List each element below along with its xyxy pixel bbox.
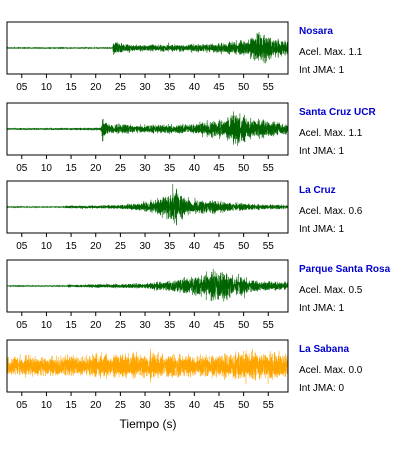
x-tick-label-30: 30 [139,82,151,93]
x-tick-label-55: 55 [263,82,275,93]
x-tick-label-30: 30 [139,163,151,174]
x-tick-label-55: 55 [263,320,275,331]
x-tick-label-55: 55 [263,241,275,252]
x-tick-label-20: 20 [90,241,102,252]
x-tick-label-30: 30 [139,241,151,252]
x-tick-label-20: 20 [90,400,102,411]
x-tick-label-50: 50 [238,82,250,93]
max-acceleration-label: Acel. Max. 1.1 [299,47,363,58]
x-tick-label-40: 40 [189,400,201,411]
station-name: La Cruz [299,185,336,196]
x-tick-label-45: 45 [213,163,225,174]
waveform-3 [7,184,288,226]
jma-intensity-label: Int JMA: 1 [299,146,344,157]
max-acceleration-label: Acel. Max. 1.1 [299,128,363,139]
x-tick-label-40: 40 [189,320,201,331]
x-tick-label-40: 40 [189,163,201,174]
x-tick-label-35: 35 [164,82,176,93]
max-acceleration-label: Acel. Max. 0.5 [299,285,363,296]
x-tick-label-40: 40 [189,241,201,252]
x-tick-label-45: 45 [213,400,225,411]
x-axis-label: Tiempo (s) [120,417,177,431]
station-name: Parque Santa Rosa [299,264,391,275]
x-tick-label-55: 55 [263,400,275,411]
x-tick-label-10: 10 [41,163,53,174]
jma-intensity-label: Int JMA: 0 [299,383,344,394]
station-name: La Sabana [299,344,349,355]
x-tick-label-35: 35 [164,241,176,252]
waveform-5 [7,348,288,385]
x-tick-label-15: 15 [66,400,78,411]
seismogram-panel-2: 05 10 15 20 25 30 35 40 45 50 55 Santa Cruz UCR Acel… [6,102,376,174]
x-tick-label-35: 35 [164,320,176,331]
x-tick-label-20: 20 [90,82,102,93]
x-tick-label-05: 05 [16,241,28,252]
x-tick-label-25: 25 [115,320,127,331]
plot-frame-3 [6,180,289,234]
x-tick-label-50: 50 [238,163,250,174]
x-tick-label-05: 05 [16,163,28,174]
panels-group: 05 10 15 20 25 30 35 40 45 50 55 Nosara Acel. Max. 1… [6,21,391,411]
x-tick-label-25: 25 [115,400,127,411]
x-tick-label-50: 50 [238,241,250,252]
x-tick-label-05: 05 [16,82,28,93]
x-tick-label-25: 25 [115,241,127,252]
x-tick-label-45: 45 [213,82,225,93]
seismogram-panel-4: 05 10 15 20 25 30 35 40 45 50 55 Parque Santa Rosa A… [6,259,391,331]
seismogram-panel-5: 05 10 15 20 25 30 35 40 45 50 55 La Sabana Acel. Max… [6,339,363,411]
x-tick-label-10: 10 [41,241,53,252]
waveform-2 [7,111,288,146]
x-tick-label-45: 45 [213,320,225,331]
jma-intensity-label: Int JMA: 1 [299,65,344,76]
x-tick-label-30: 30 [139,400,151,411]
plot-frame-1 [6,21,289,75]
waveform-4 [7,268,288,302]
max-acceleration-label: Acel. Max. 0.0 [299,365,363,376]
station-name: Santa Cruz UCR [299,107,376,118]
x-tick-label-40: 40 [189,82,201,93]
x-tick-label-15: 15 [66,241,78,252]
x-tick-label-05: 05 [16,320,28,331]
plot-frame-2 [6,102,289,156]
max-acceleration-label: Acel. Max. 0.6 [299,206,363,217]
x-tick-label-50: 50 [238,320,250,331]
jma-intensity-label: Int JMA: 1 [299,224,344,235]
x-tick-label-45: 45 [213,241,225,252]
x-tick-label-35: 35 [164,163,176,174]
x-tick-label-20: 20 [90,163,102,174]
x-tick-label-35: 35 [164,400,176,411]
x-tick-label-55: 55 [263,163,275,174]
x-tick-label-15: 15 [66,82,78,93]
plot-frame-5 [6,339,289,393]
x-tick-label-30: 30 [139,320,151,331]
x-tick-label-25: 25 [115,163,127,174]
x-tick-label-05: 05 [16,400,28,411]
x-tick-label-15: 15 [66,320,78,331]
waveform-1 [7,32,288,64]
x-tick-label-10: 10 [41,400,53,411]
jma-intensity-label: Int JMA: 1 [299,303,344,314]
x-tick-label-10: 10 [41,320,53,331]
seismogram-panel-3: 05 10 15 20 25 30 35 40 45 50 55 La Cruz Acel. Max. … [6,180,363,252]
x-tick-label-10: 10 [41,82,53,93]
x-tick-label-20: 20 [90,320,102,331]
plot-frame-4 [6,259,289,313]
station-name: Nosara [299,26,333,37]
seismogram-panel-1: 05 10 15 20 25 30 35 40 45 50 55 Nosara Acel. Max. 1… [6,21,363,93]
x-tick-label-15: 15 [66,163,78,174]
x-tick-label-50: 50 [238,400,250,411]
x-tick-label-25: 25 [115,82,127,93]
